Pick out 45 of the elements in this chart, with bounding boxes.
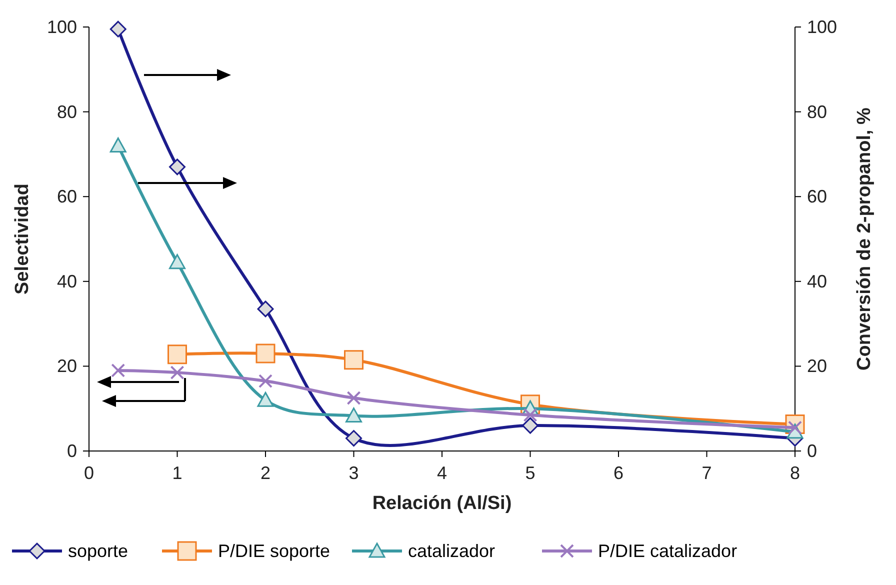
point bbox=[110, 137, 126, 152]
y-tick-label: 80 bbox=[56, 102, 77, 122]
y-tick-label: 20 bbox=[56, 356, 77, 376]
point bbox=[256, 344, 276, 364]
point bbox=[257, 300, 274, 318]
legend-label: P/DIE soporte bbox=[218, 541, 330, 561]
y-tick-label: 40 bbox=[56, 271, 77, 292]
point bbox=[170, 366, 184, 380]
x-tick-label: 2 bbox=[260, 463, 271, 483]
legend-label: P/DIE catalizador bbox=[598, 541, 738, 561]
point bbox=[346, 408, 362, 423]
y-tick-label: 0 bbox=[66, 441, 77, 461]
point bbox=[168, 344, 187, 364]
y-axis-title: Selectividad bbox=[12, 184, 33, 294]
x-tick-label: 7 bbox=[702, 463, 712, 483]
point bbox=[257, 392, 274, 407]
y-tick-label: 100 bbox=[46, 17, 77, 37]
y2-tick-label: 80 bbox=[807, 102, 828, 122]
point bbox=[522, 417, 538, 434]
x-tick-label: 3 bbox=[348, 463, 359, 483]
legend-label: catalizador bbox=[408, 541, 496, 561]
x-axis-title: Relación (Al/Si) bbox=[372, 493, 512, 514]
point bbox=[346, 430, 362, 447]
x-tick-label: 1 bbox=[172, 463, 182, 483]
x-tick-label: 5 bbox=[525, 463, 536, 483]
point bbox=[344, 350, 364, 370]
x-tick-label: 6 bbox=[613, 463, 624, 483]
y2-tick-label: 60 bbox=[807, 186, 828, 207]
y2-tick-label: 40 bbox=[807, 271, 828, 292]
point bbox=[169, 158, 186, 176]
y2-tick-label: 0 bbox=[807, 441, 818, 461]
point bbox=[111, 363, 126, 378]
x-tick-label: 8 bbox=[790, 463, 800, 483]
point bbox=[169, 254, 186, 270]
y-tick-label: 60 bbox=[56, 186, 77, 207]
x-tick-label: 4 bbox=[436, 463, 448, 483]
y2-axis-title: Conversión de 2-propanol, % bbox=[854, 107, 875, 370]
legend-label: soporte bbox=[68, 541, 128, 561]
y2-tick-label: 100 bbox=[807, 17, 838, 37]
y2-tick-label: 20 bbox=[807, 356, 828, 376]
point bbox=[523, 408, 538, 422]
x-tick-label: 0 bbox=[84, 463, 94, 483]
point bbox=[110, 20, 126, 38]
point bbox=[258, 374, 272, 388]
point bbox=[346, 391, 361, 405]
